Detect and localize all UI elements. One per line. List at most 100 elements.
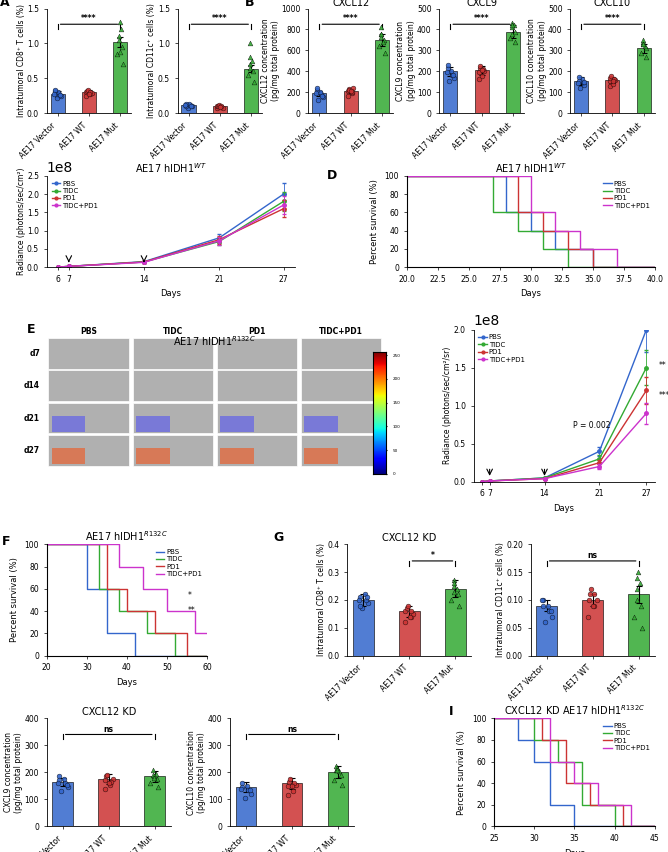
PD1 [589, 262, 597, 272]
TIDC [143, 628, 151, 638]
TIDC+PD1 [546, 713, 554, 723]
Point [376, 27, 387, 41]
Bar [244, 69, 259, 113]
Point [84, 87, 95, 101]
Point [56, 785, 67, 798]
TIDC+PD1 [163, 584, 171, 594]
Point [402, 599, 413, 613]
Point [506, 20, 517, 34]
Bar [132, 338, 213, 369]
Point [584, 588, 595, 602]
Legend: PBS, TIDC, PD1, TIDC+PD1: PBS, TIDC, PD1, TIDC+PD1 [477, 333, 526, 364]
Line: PD1: PD1 [47, 544, 207, 656]
Point [246, 787, 257, 801]
Point [353, 593, 364, 607]
Point [373, 39, 384, 53]
PBS [570, 821, 578, 832]
PD1 [539, 207, 547, 217]
TIDC [490, 207, 498, 217]
Line: TIDC: TIDC [494, 718, 655, 826]
Point [114, 30, 125, 43]
PBS [643, 325, 651, 335]
Point [605, 74, 615, 88]
Point [243, 783, 254, 797]
Point [185, 98, 196, 112]
TIDC+PD1 [526, 207, 534, 217]
TIDC+PD1 [65, 262, 73, 272]
PD1 [651, 262, 659, 272]
TIDC [203, 651, 211, 661]
Point [636, 599, 647, 613]
Bar [474, 71, 488, 113]
Point [49, 87, 59, 101]
TIDC+PD1 [651, 821, 659, 832]
Point [102, 769, 112, 782]
TIDC [115, 606, 123, 616]
Text: ****: **** [605, 14, 620, 23]
PBS [280, 189, 288, 199]
Point [448, 67, 458, 81]
Point [99, 782, 110, 796]
PBS [530, 734, 538, 745]
Bar [132, 403, 213, 434]
TIDC [54, 262, 62, 272]
Text: D: D [327, 169, 337, 181]
Point [579, 78, 590, 92]
Point [442, 58, 453, 72]
PBS [570, 800, 578, 810]
PBS [103, 584, 111, 594]
Point [86, 86, 97, 100]
Text: B: B [245, 0, 255, 9]
Point [637, 621, 648, 635]
Bar [605, 80, 619, 113]
Bar [136, 416, 170, 432]
Point [379, 46, 390, 60]
Text: ****: **** [343, 14, 359, 23]
Point [632, 571, 643, 584]
Point [359, 588, 370, 602]
Bar [629, 595, 649, 656]
PBS [65, 262, 73, 272]
PBS [131, 651, 139, 661]
TIDC [514, 207, 522, 217]
Point [343, 83, 354, 96]
Point [345, 84, 356, 98]
Y-axis label: Intratumoral CD8⁺ T cells (%): Intratumoral CD8⁺ T cells (%) [317, 544, 326, 657]
TIDC+PD1 [627, 800, 635, 810]
Point [572, 76, 583, 89]
Bar [301, 403, 381, 434]
TIDC+PD1 [203, 628, 211, 638]
PBS [83, 584, 91, 594]
TIDC+PD1 [191, 628, 199, 638]
Point [331, 763, 342, 776]
Point [478, 62, 488, 76]
Bar [216, 435, 297, 466]
Point [148, 763, 158, 776]
Point [400, 615, 411, 629]
Text: d14: d14 [24, 381, 40, 390]
PBS [486, 476, 494, 486]
Point [406, 604, 417, 618]
TIDC+PD1 [191, 606, 199, 616]
Point [186, 100, 197, 113]
Y-axis label: Percent survival (%): Percent survival (%) [370, 179, 379, 264]
PBS [514, 713, 522, 723]
Point [538, 593, 548, 607]
PBS [140, 256, 148, 267]
TIDC [140, 256, 148, 267]
Point [400, 604, 411, 618]
Title: CXCL12 KD AE17 hIDH1$^{R132C}$: CXCL12 KD AE17 hIDH1$^{R132C}$ [504, 704, 645, 717]
TIDC+PD1 [570, 757, 578, 767]
Point [442, 66, 452, 79]
Point [606, 69, 617, 83]
TIDC [651, 821, 659, 832]
Point [447, 67, 458, 81]
Point [574, 81, 585, 95]
TIDC+PD1 [643, 408, 651, 418]
TIDC+PD1 [627, 821, 635, 832]
Point [215, 101, 226, 114]
TIDC [611, 821, 619, 832]
Line: TIDC+PD1: TIDC+PD1 [56, 204, 285, 269]
TIDC [530, 734, 538, 745]
PBS [203, 651, 211, 661]
